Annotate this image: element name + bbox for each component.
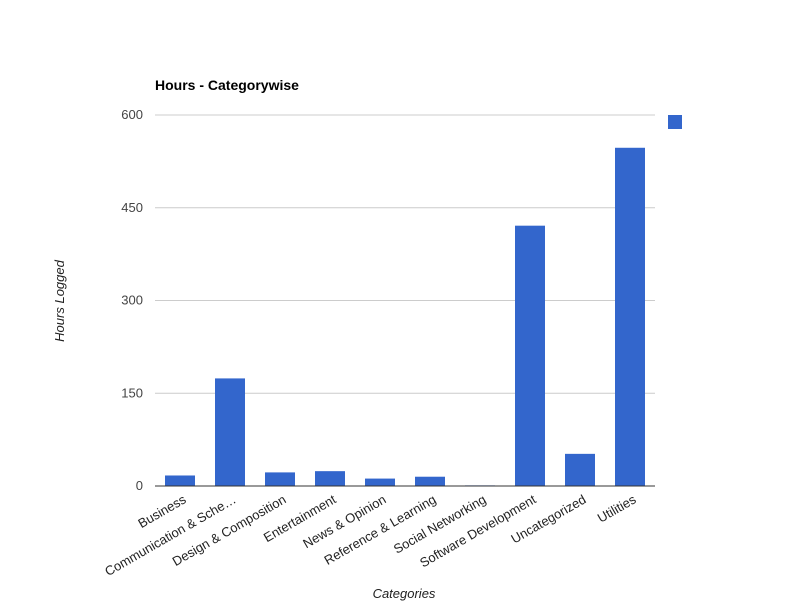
bar	[415, 476, 445, 486]
y-axis-title: Hours Logged	[52, 259, 67, 341]
bar	[165, 475, 195, 486]
bar	[565, 453, 595, 486]
y-tick-label: 450	[121, 200, 143, 215]
chart-title: Hours - Categorywise	[155, 77, 299, 93]
legend-swatch	[668, 115, 682, 129]
bar	[615, 147, 645, 486]
y-tick-labels: 0 150 300 450 600	[121, 107, 143, 493]
bar	[315, 471, 345, 486]
bars	[165, 147, 645, 486]
y-tick-label: 600	[121, 107, 143, 122]
bar	[515, 225, 545, 486]
gridlines	[155, 114, 655, 394]
y-tick-label: 150	[121, 385, 143, 400]
bar	[215, 378, 245, 486]
x-tick-label: Utilities	[595, 491, 639, 525]
y-tick-label: 300	[121, 293, 143, 308]
x-axis-title: Categories	[373, 586, 436, 601]
y-tick-label: 0	[136, 478, 143, 493]
bar	[265, 472, 295, 486]
bar	[365, 478, 395, 486]
